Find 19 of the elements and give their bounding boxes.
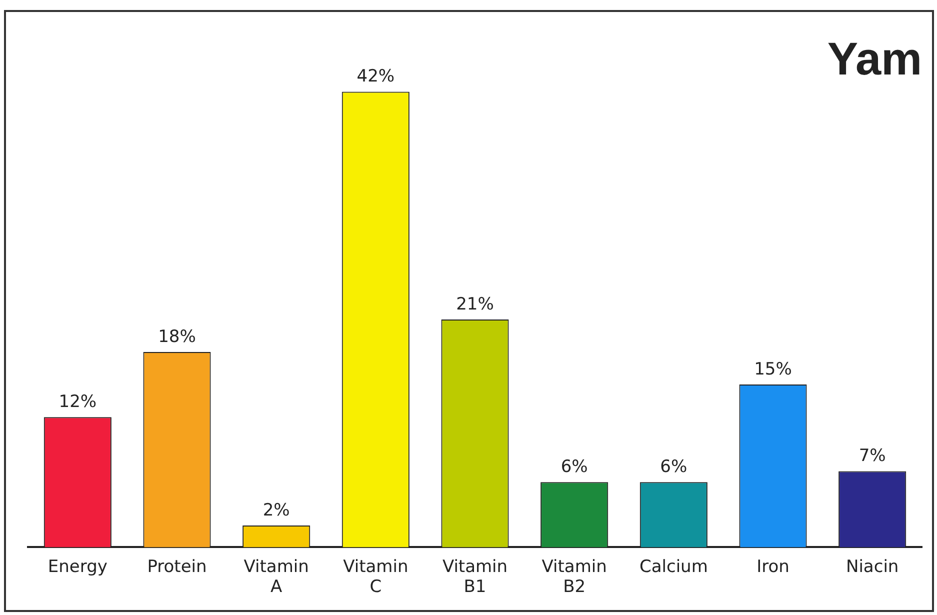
data-label: 6% <box>660 457 688 478</box>
data-label: 7% <box>858 446 886 466</box>
x-tick-label: Energy <box>48 556 108 577</box>
x-tick-label: Protein <box>147 556 207 577</box>
x-tick-label: Calcium <box>639 556 708 577</box>
x-tick-label: Niacin <box>846 556 899 577</box>
chart-title: Yam <box>827 32 922 84</box>
data-label: 6% <box>560 457 588 478</box>
x-tick-label: Vitamin A <box>244 556 309 598</box>
data-label: 2% <box>262 500 290 520</box>
data-label: 15% <box>754 359 792 380</box>
data-label: 18% <box>158 326 196 347</box>
x-tick-label: Vitamin C <box>343 556 408 598</box>
data-label: 12% <box>58 392 97 412</box>
x-tick-label: Vitamin B1 <box>442 556 508 598</box>
data-label: 21% <box>456 294 494 314</box>
x-tick-label: Vitamin B2 <box>542 556 607 598</box>
x-tick-label: Iron <box>756 556 790 577</box>
data-label: 42% <box>356 66 395 87</box>
